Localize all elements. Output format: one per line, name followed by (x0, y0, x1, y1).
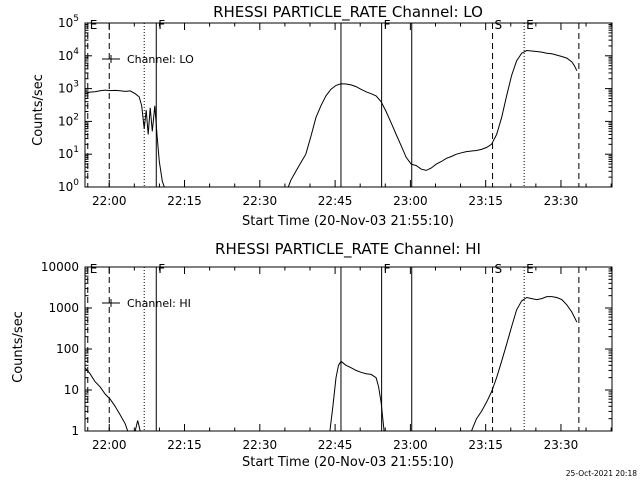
y-tick-label-exponent: 0 (73, 178, 79, 188)
event-marker-label: E (90, 262, 98, 276)
event-marker-label: S (495, 262, 503, 276)
event-marker-label: F (158, 262, 165, 276)
series-line (85, 89, 165, 187)
y-tick-label-base: 10 (58, 147, 73, 161)
x-tick-label: 22:00 (92, 438, 127, 452)
x-tick-label: 22:00 (92, 194, 127, 208)
series-line (329, 360, 385, 431)
y-tick-label: 100 (58, 178, 79, 194)
event-marker-label: S (495, 18, 503, 32)
event-marker-label: E (526, 262, 534, 276)
x-axis-label: Start Time (20-Nov-03 21:55:10) (242, 214, 454, 229)
series-line (471, 296, 578, 431)
event-marker-label: F (384, 262, 391, 276)
y-tick-label: 1 (71, 424, 79, 438)
x-tick-label: 22:15 (167, 194, 202, 208)
x-tick-label: 22:45 (318, 438, 353, 452)
y-tick-label-exponent: 3 (73, 80, 79, 90)
y-tick-label: 10000 (41, 260, 79, 274)
plot-frame (84, 22, 613, 188)
y-tick-label-base: 10 (58, 49, 73, 63)
x-tick-label: 22:45 (318, 194, 353, 208)
chart-title: RHESSI PARTICLE_RATE Channel: HI (215, 240, 481, 259)
y-tick-label: 105 (58, 14, 79, 30)
panel-hi-channel: RHESSI PARTICLE_RATE Channel: HI Start T… (11, 240, 613, 470)
y-tick-label-base: 10 (58, 82, 73, 96)
event-marker-label: F (384, 18, 391, 32)
y-tick-label-base: 10 (58, 16, 73, 30)
y-axis-label: Counts/sec (11, 311, 26, 383)
y-tick-label-base: 10 (58, 114, 73, 128)
x-tick-label: 23:30 (544, 194, 579, 208)
event-marker-label: E (526, 18, 534, 32)
chart-title: RHESSI PARTICLE_RATE Channel: LO (213, 3, 483, 22)
series-line (287, 49, 578, 187)
legend-label: Channel: HI (127, 297, 191, 310)
x-tick-label: 23:00 (393, 438, 428, 452)
x-tick-label: 23:00 (393, 194, 428, 208)
y-tick-label: 103 (58, 80, 79, 96)
y-tick-label-exponent: 5 (73, 14, 79, 24)
series-line (134, 420, 141, 431)
y-tick-label: 101 (58, 145, 79, 161)
y-tick-label-exponent: 1 (73, 145, 79, 155)
y-tick-label: 10 (64, 383, 79, 397)
y-tick-label: 104 (58, 47, 79, 63)
plot-frame (84, 266, 613, 432)
y-tick-label-exponent: 4 (73, 47, 79, 57)
panel-lo-channel: RHESSI PARTICLE_RATE Channel: LO Start T… (31, 3, 613, 229)
y-tick-label: 102 (58, 112, 79, 128)
x-tick-label: 23:15 (468, 438, 503, 452)
legend-label: Channel: LO (127, 53, 194, 66)
event-marker-label: F (158, 18, 165, 32)
series-line (85, 367, 129, 431)
x-tick-label: 23:30 (544, 438, 579, 452)
x-tick-label: 23:15 (468, 194, 503, 208)
y-tick-label: 1000 (48, 301, 79, 315)
y-axis-label: Counts/sec (31, 74, 46, 146)
y-tick-label: 100 (56, 342, 79, 356)
x-axis-label: Start Time (20-Nov-03 21:55:10) (242, 455, 454, 470)
y-tick-label-exponent: 2 (73, 112, 79, 122)
x-tick-label: 22:30 (243, 194, 278, 208)
event-marker-label: E (90, 18, 98, 32)
generation-timestamp: 25-Oct-2021 20:18 (566, 469, 637, 478)
y-tick-label-base: 10 (58, 180, 73, 194)
x-tick-label: 22:15 (167, 438, 202, 452)
x-tick-label: 22:30 (243, 438, 278, 452)
